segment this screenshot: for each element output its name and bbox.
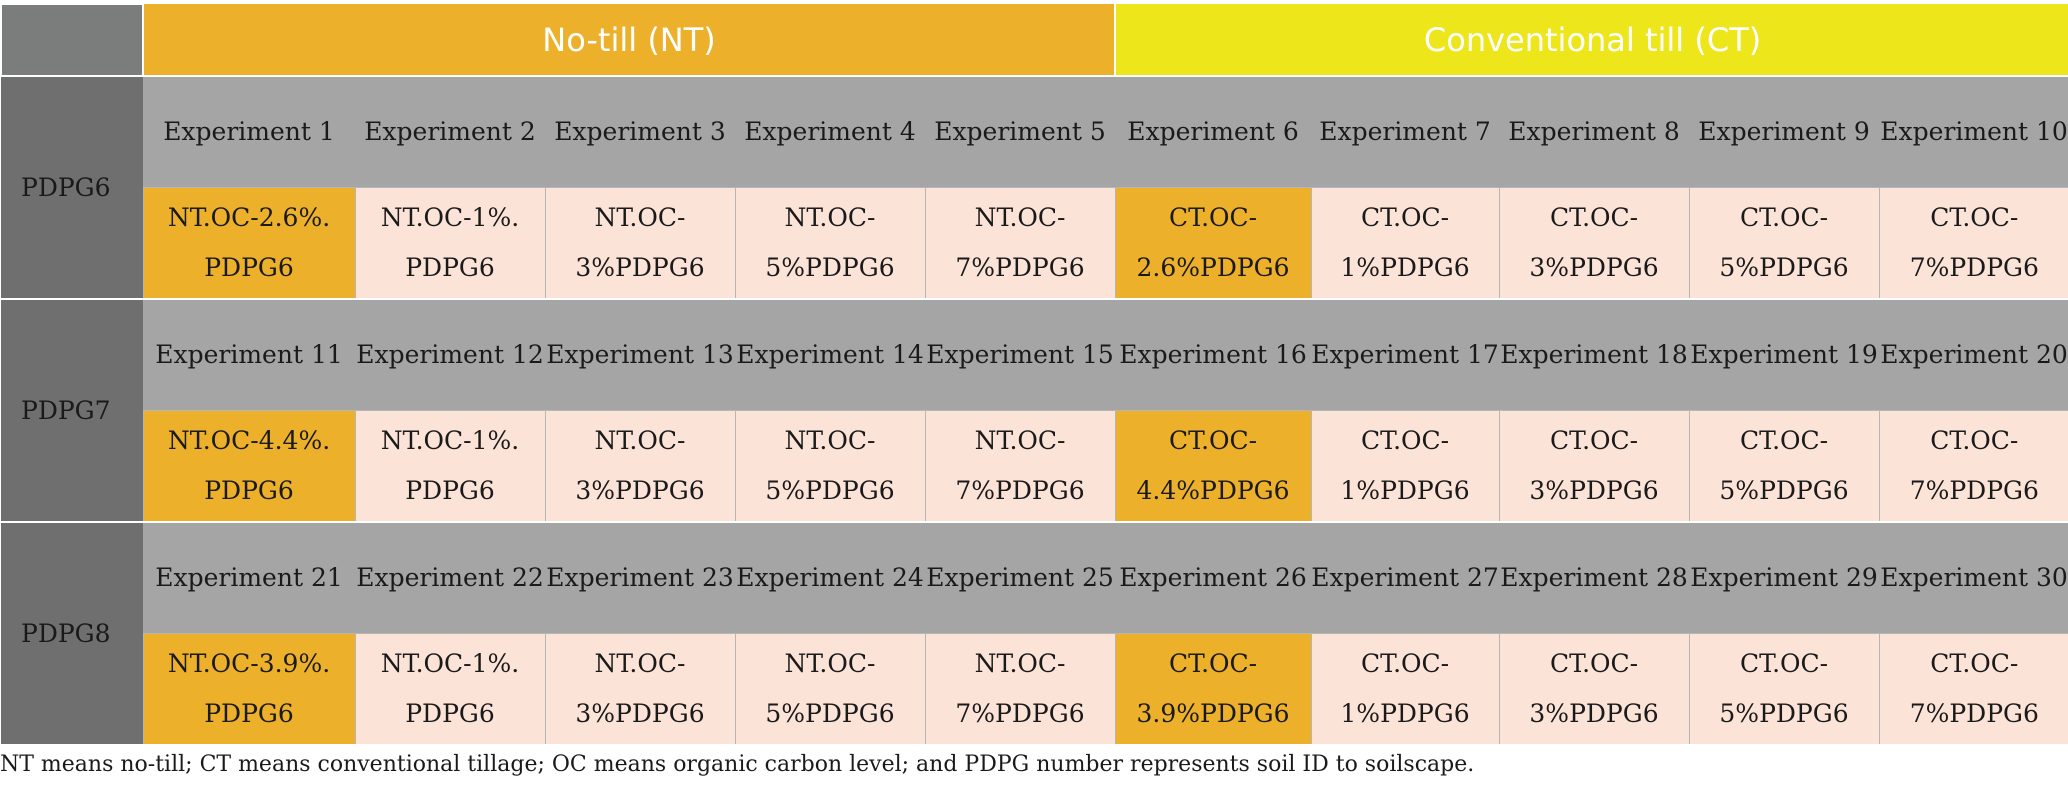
treatment-cell: NT.OC- 5%PDPG6 bbox=[734, 187, 925, 299]
treatment-cell: CT.OC- 4.4%PDPG6 bbox=[1114, 410, 1312, 522]
experiment-cell: Experiment 18 bbox=[1499, 298, 1690, 411]
treatment-cell: NT.OC- 5%PDPG6 bbox=[734, 633, 925, 744]
group-header-no-till: No-till (NT) bbox=[143, 4, 1117, 76]
treatment-cell: CT.OC- 7%PDPG6 bbox=[1878, 410, 2068, 522]
experiment-cell: Experiment 3 bbox=[545, 75, 735, 188]
experiment-cell: Experiment 2 bbox=[355, 75, 545, 188]
treatment-cell: NT.OC-4.4%. PDPG6 bbox=[142, 410, 355, 522]
treatment-cell: CT.OC- 3%PDPG6 bbox=[1498, 187, 1690, 299]
experiment-cell: Experiment 14 bbox=[735, 298, 925, 411]
experiment-cell: Experiment 28 bbox=[1499, 521, 1690, 634]
experiment-cell: Experiment 6 bbox=[1115, 75, 1312, 188]
experiment-row: PDPG8 Experiment 21 Experiment 22 Experimen… bbox=[1, 521, 2068, 744]
experiment-cell: Experiment 23 bbox=[545, 521, 735, 634]
treatment-cell: CT.OC- 5%PDPG6 bbox=[1688, 187, 1880, 299]
treatment-row: NT.OC-2.6%. PDPG6 NT.OC-1%. PDPG6 NT.OC- 3… bbox=[1, 187, 2068, 299]
treatment-cell: CT.OC- 5%PDPG6 bbox=[1688, 410, 1880, 522]
soil-row-label: PDPG7 bbox=[1, 298, 143, 522]
treatment-row: NT.OC-3.9%. PDPG6 NT.OC-1%. PDPG6 NT.OC- 3… bbox=[1, 633, 2068, 744]
treatment-row: NT.OC-4.4%. PDPG6 NT.OC-1%. PDPG6 NT.OC- 3… bbox=[1, 410, 2068, 522]
treatment-cell: NT.OC-3.9%. PDPG6 bbox=[142, 633, 355, 744]
treatment-cell: CT.OC- 7%PDPG6 bbox=[1878, 187, 2068, 299]
treatment-cell: CT.OC- 2.6%PDPG6 bbox=[1114, 187, 1312, 299]
experiment-cell: Experiment 13 bbox=[545, 298, 735, 411]
experiment-cell: Experiment 29 bbox=[1689, 521, 1880, 634]
treatment-cell: NT.OC- 7%PDPG6 bbox=[924, 187, 1116, 299]
experiment-cell: Experiment 19 bbox=[1689, 298, 1880, 411]
treatment-cell: CT.OC- 5%PDPG6 bbox=[1688, 633, 1880, 744]
experiment-cell: Experiment 7 bbox=[1311, 75, 1500, 188]
experiment-cell: Experiment 17 bbox=[1311, 298, 1500, 411]
experiment-cell: Experiment 30 bbox=[1879, 521, 2068, 634]
experiment-table: No-till (NT) Conventional till (CT) PDPG… bbox=[0, 3, 2068, 744]
treatment-cell: NT.OC- 3%PDPG6 bbox=[544, 187, 735, 299]
treatment-cell: CT.OC- 1%PDPG6 bbox=[1310, 410, 1500, 522]
treatment-cell: NT.OC-1%. PDPG6 bbox=[354, 633, 545, 744]
treatment-cell: NT.OC- 3%PDPG6 bbox=[544, 410, 735, 522]
soil-row-label: PDPG6 bbox=[1, 75, 143, 299]
experiment-cell: Experiment 16 bbox=[1115, 298, 1312, 411]
corner-cell bbox=[0, 3, 144, 77]
treatment-cell: CT.OC- 1%PDPG6 bbox=[1310, 187, 1500, 299]
treatment-cell: NT.OC-1%. PDPG6 bbox=[354, 187, 545, 299]
experiment-cell: Experiment 5 bbox=[925, 75, 1116, 188]
treatment-cell: NT.OC- 7%PDPG6 bbox=[924, 633, 1116, 744]
group-header-conventional-till: Conventional till (CT) bbox=[1115, 4, 2068, 76]
experiment-cell: Experiment 4 bbox=[735, 75, 925, 188]
experiment-row: PDPG6 Experiment 1 Experiment 2 Experiment … bbox=[1, 75, 2068, 299]
treatment-cell: CT.OC- 1%PDPG6 bbox=[1310, 633, 1500, 744]
treatment-cell: NT.OC-2.6%. PDPG6 bbox=[142, 187, 355, 299]
treatment-cell: CT.OC- 3%PDPG6 bbox=[1498, 410, 1690, 522]
soil-row-label: PDPG8 bbox=[1, 521, 143, 744]
experiment-cell: Experiment 11 bbox=[143, 298, 355, 411]
treatment-cell: NT.OC- 7%PDPG6 bbox=[924, 410, 1116, 522]
group-header-row: No-till (NT) Conventional till (CT) bbox=[0, 3, 2068, 77]
table-footnote: NT means no-till; CT means conventional … bbox=[0, 752, 1475, 777]
experiment-cell: Experiment 27 bbox=[1311, 521, 1500, 634]
treatment-cell: CT.OC- 7%PDPG6 bbox=[1878, 633, 2068, 744]
experiment-cell: Experiment 21 bbox=[143, 521, 355, 634]
experiment-cell: Experiment 15 bbox=[925, 298, 1116, 411]
experiment-cell: Experiment 26 bbox=[1115, 521, 1312, 634]
experiment-row: PDPG7 Experiment 11 Experiment 12 Experimen… bbox=[1, 298, 2068, 522]
experiment-cell: Experiment 22 bbox=[355, 521, 545, 634]
experiment-cell: Experiment 8 bbox=[1499, 75, 1690, 188]
experiment-cell: Experiment 1 bbox=[143, 75, 355, 188]
treatment-cell: CT.OC- 3%PDPG6 bbox=[1498, 633, 1690, 744]
treatment-cell: NT.OC- 3%PDPG6 bbox=[544, 633, 735, 744]
experiment-cell: Experiment 9 bbox=[1689, 75, 1880, 188]
experiment-cell: Experiment 25 bbox=[925, 521, 1116, 634]
treatment-cell: NT.OC- 5%PDPG6 bbox=[734, 410, 925, 522]
experiment-cell: Experiment 20 bbox=[1879, 298, 2068, 411]
experiment-cell: Experiment 24 bbox=[735, 521, 925, 634]
experiment-cell: Experiment 10 bbox=[1879, 75, 2068, 188]
treatment-cell: NT.OC-1%. PDPG6 bbox=[354, 410, 545, 522]
treatment-cell: CT.OC- 3.9%PDPG6 bbox=[1114, 633, 1312, 744]
experiment-cell: Experiment 12 bbox=[355, 298, 545, 411]
